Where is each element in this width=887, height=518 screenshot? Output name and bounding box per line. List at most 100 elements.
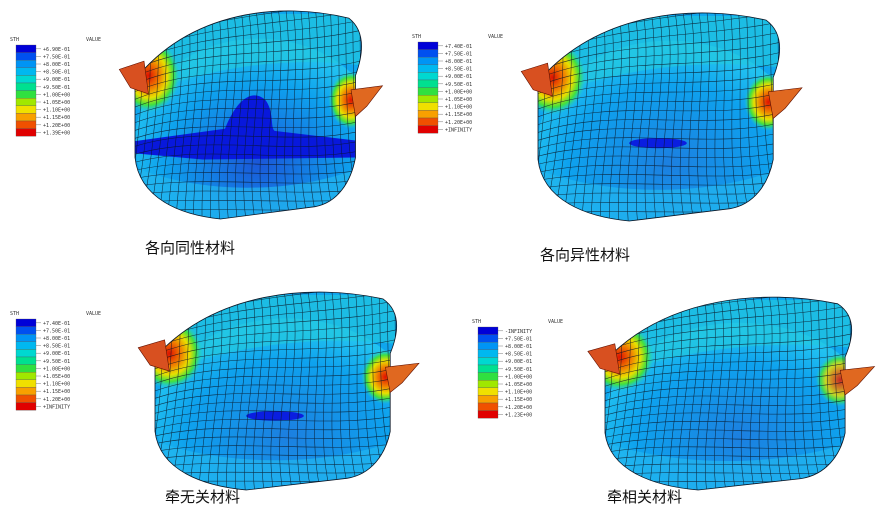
legend-label: +9.50E-01 [445, 82, 472, 88]
legend-label: +8.50E-01 [445, 67, 472, 73]
legend-label: +1.15E+00 [445, 112, 472, 118]
legend-label: +INFINITY [445, 127, 472, 133]
legend-barlat-independent: STH VALUE +7.40E-01 +7.50E-01 +8.00E-01 +8.50… [8, 310, 118, 410]
low-thinning-region [135, 95, 360, 160]
legend-anisotropic: STH VALUE +7.40E-01 +7.50E-01 +8.00E-01 +8.50… [410, 33, 520, 133]
shell-bottom-band [538, 169, 778, 221]
legend-swatch [417, 110, 439, 119]
legend-swatch [417, 49, 439, 58]
legend-label: +9.00E-01 [505, 359, 532, 365]
flange-right [839, 366, 876, 396]
legend-label: +8.00E-01 [505, 344, 532, 350]
legend-label: +1.20E+00 [445, 120, 472, 126]
legend-label: +9.00E-01 [43, 351, 70, 357]
legend-label: +9.00E-01 [43, 77, 70, 83]
caption-barlat-independent: 牵无关材料 [165, 488, 241, 506]
legend-label: +1.05E+00 [43, 100, 70, 106]
legend-swatch [417, 95, 439, 103]
legend-swatch [417, 117, 439, 126]
legend-value-header: VALUE [488, 34, 503, 40]
shell-bottom-band [155, 441, 395, 490]
legend-label: +1.23E+00 [505, 412, 532, 418]
flange-right [385, 362, 420, 394]
low-thinning-spot [246, 411, 304, 421]
shell-top-band [135, 14, 360, 96]
shell-bottom-band [135, 167, 360, 219]
legend-label: +INFINITY [43, 404, 70, 410]
legend-title: STH [10, 311, 19, 317]
legend-label: +1.05E+00 [505, 382, 532, 388]
legend-label: +1.00E+00 [43, 366, 70, 372]
hot-corner-left [538, 40, 586, 115]
hot-corner-left [155, 318, 203, 389]
panel-anisotropic: STH VALUE +7.40E-01 +7.50E-01 +8.00E-01 +8.50… [412, 0, 887, 268]
legend-label: +6.90E-01 [43, 47, 70, 53]
flange-left [118, 60, 149, 95]
legend-barlat-dependent: STH VALUE -INFINITY +7.50E-01 +8.00E-01 +8.50… [470, 318, 580, 418]
legend-label: +1.10E+00 [445, 105, 472, 111]
legend-label: +8.50E-01 [43, 344, 70, 350]
shell-outline [537, 12, 781, 222]
shell-outline [154, 291, 398, 491]
flange-right [350, 85, 384, 118]
legend-swatch [417, 64, 439, 73]
legend-svg: STH VALUE +7.40E-01+7.50E-01 +8.00E-01 +8.50… [412, 34, 503, 134]
shell-top-band [538, 16, 778, 98]
legend-value-header: VALUE [86, 37, 101, 43]
legend-swatch [417, 87, 439, 96]
shell-body [605, 297, 852, 491]
legend-label: +1.15E+00 [43, 389, 70, 395]
shell-outline [134, 10, 362, 220]
legend-label: +1.10E+00 [505, 390, 532, 396]
legend-swatch [417, 125, 439, 134]
legend-label: +8.00E-01 [43, 336, 70, 342]
legend-label: +7.50E-01 [445, 51, 472, 57]
shell-body [155, 292, 397, 490]
legend-label: +7.50E-01 [43, 54, 70, 60]
legend-swatch [417, 57, 439, 65]
caption-barlat-dependent: 牵相关材料 [607, 488, 683, 506]
legend-label: +1.05E+00 [43, 374, 70, 380]
legend-swatch [417, 72, 439, 81]
flange-left [587, 343, 621, 375]
legend-isotropic: STH VALUE +6.90E-01 +7.50E-01 +8.00E-01 +8.50… [8, 36, 118, 136]
legend-label: +1.05E+00 [445, 97, 472, 103]
mesh-barlat-dependent [587, 296, 876, 491]
flange-right [768, 87, 803, 120]
legend-label: +1.00E+00 [505, 374, 532, 380]
caption-isotropic: 各向同性材料 [145, 239, 236, 257]
legend-svg: STH VALUE +7.40E-01+7.50E-01 +8.00E-01 +8.50… [10, 311, 101, 410]
legend-swatch [417, 102, 439, 111]
low-thinning-spot [629, 137, 687, 149]
legend-label: +1.39E+00 [43, 130, 70, 136]
legend-label: +8.50E-01 [505, 352, 532, 358]
panel-barlat-dependent: STH VALUE -INFINITY +7.50E-01 +8.00E-01 +8.50… [440, 260, 887, 518]
legend-label: +1.15E+00 [43, 115, 70, 121]
legend-label: +7.40E-01 [445, 44, 472, 50]
legend-label: +8.50E-01 [43, 70, 70, 76]
legend-swatch [417, 79, 439, 88]
mesh-barlat-independent [137, 291, 420, 491]
legend-label: +9.50E-01 [505, 367, 532, 373]
flange-left [520, 62, 553, 97]
legend-svg: STH VALUE +6.90E-01+7.50E-01 +8.00E-01 +8.50… [10, 37, 101, 136]
legend-swatch [417, 41, 439, 50]
caption-anisotropic: 各向异性材料 [540, 246, 631, 264]
legend-svg: STH VALUE -INFINITY+7.50E-01 +8.00E-01 +8.50… [472, 319, 563, 418]
mesh-anisotropic [520, 12, 803, 222]
legend-label: +1.20E+00 [43, 397, 70, 403]
legend-label: +1.10E+00 [43, 382, 70, 388]
legend-label: +7.50E-01 [43, 328, 70, 334]
hot-corner-left [605, 322, 654, 392]
shell-top-band [605, 300, 850, 376]
legend-label: +9.50E-01 [43, 359, 70, 365]
legend-title: STH [472, 319, 481, 325]
legend-label: +1.00E+00 [43, 92, 70, 98]
legend-label: +7.40E-01 [43, 321, 70, 327]
shell-bottom-band [605, 442, 850, 490]
flange-left [137, 339, 170, 372]
panel-isotropic: STH VALUE +6.90E-01 +7.50E-01 +8.00E-01 +8.50… [0, 0, 440, 260]
mesh-isotropic [118, 10, 384, 220]
legend-value-header: VALUE [86, 311, 101, 317]
legend-label: +1.20E+00 [505, 405, 532, 411]
